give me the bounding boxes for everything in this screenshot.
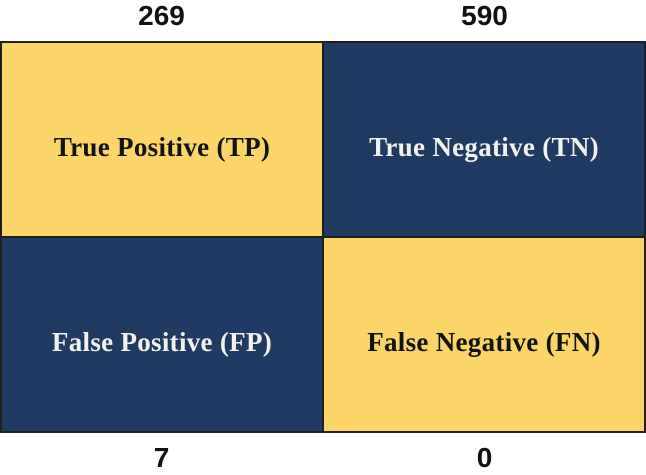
cell-true-negative: True Negative (TN) <box>324 43 644 236</box>
bottom-counts-row: 7 0 <box>0 433 646 475</box>
fp-count-label: 7 <box>153 442 170 473</box>
tp-count-label: 269 <box>138 0 185 31</box>
cell-false-positive: False Positive (FP) <box>2 238 322 431</box>
cell-false-negative-label: False Negative (FN) <box>367 327 601 357</box>
tn-count-label: 590 <box>461 0 508 31</box>
fn-count-label: 0 <box>476 442 493 473</box>
top-counts-row: 269 590 <box>0 0 646 41</box>
cell-false-positive-label: False Positive (FP) <box>51 327 273 357</box>
confusion-matrix-grid: True Positive (TP) True Negative (TN) Fa… <box>0 41 646 433</box>
cell-true-positive-label: True Positive (TP) <box>53 132 271 162</box>
cell-false-negative: False Negative (FN) <box>324 238 644 431</box>
cell-true-negative-label: True Negative (TN) <box>369 132 599 162</box>
cell-true-positive: True Positive (TP) <box>2 43 322 236</box>
